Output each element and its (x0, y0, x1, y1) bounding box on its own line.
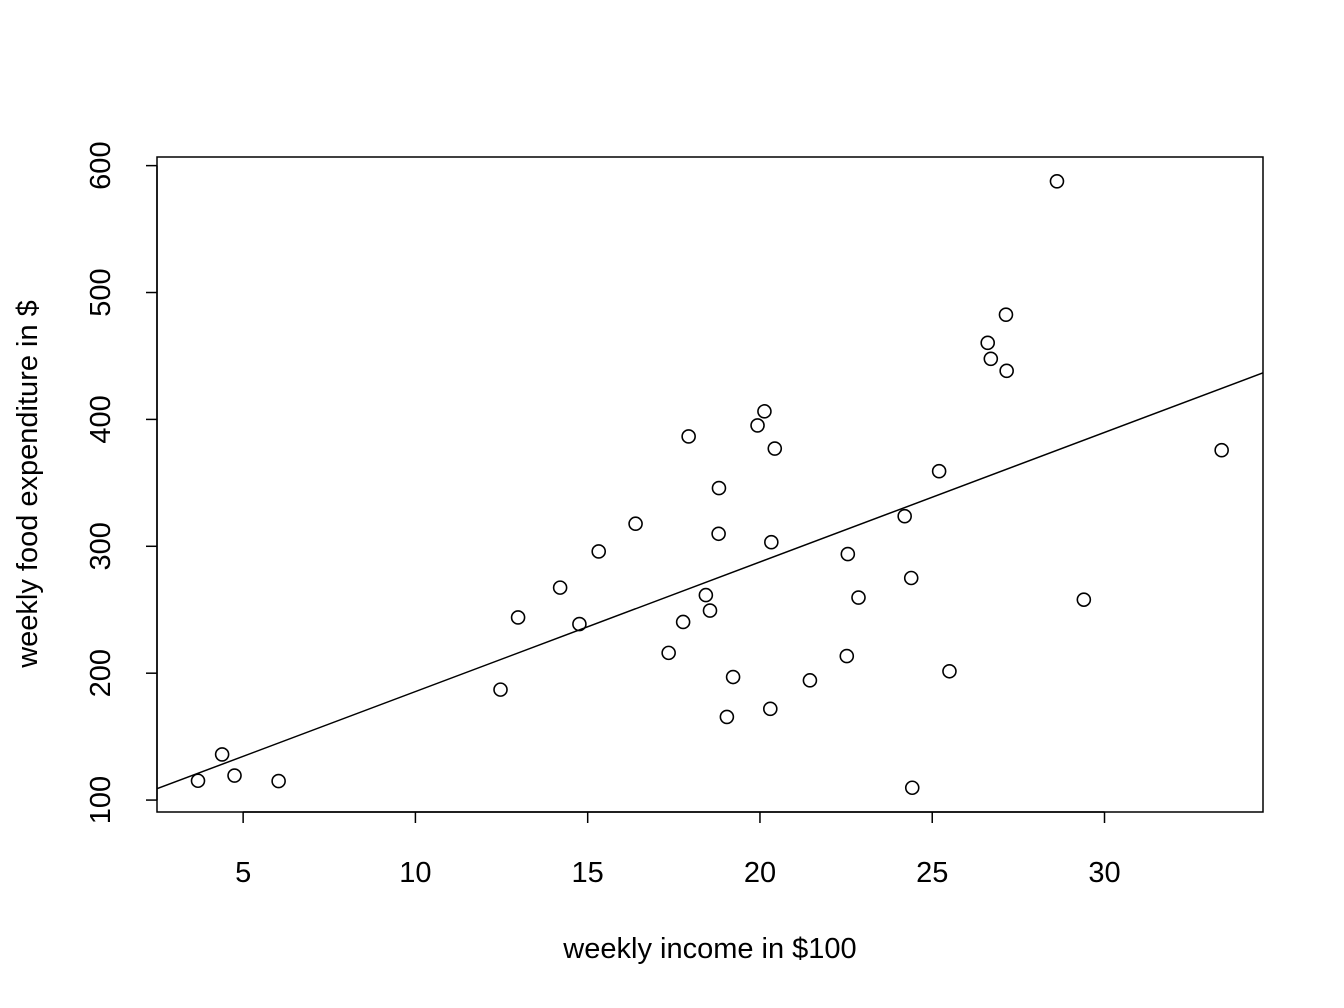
point (903, 570, 919, 586)
y-tick-label: 200 (85, 649, 117, 697)
point (493, 682, 508, 697)
point (1214, 442, 1229, 458)
point (750, 418, 765, 433)
plot-box (156, 156, 1264, 813)
point (711, 526, 726, 542)
y-tick-label: 500 (85, 268, 117, 316)
point (983, 351, 999, 367)
point (510, 610, 526, 625)
point (851, 590, 866, 605)
point (552, 580, 568, 595)
trend-line (157, 372, 1263, 790)
point (757, 404, 772, 419)
point (719, 709, 735, 725)
x-tick-label: 25 (916, 857, 948, 889)
x-tick-label: 10 (399, 857, 431, 889)
point (998, 307, 1014, 322)
x-tick-label: 15 (572, 857, 604, 889)
x-tick-label: 20 (744, 857, 776, 889)
y-axis-label: weekly food expenditure in $ (12, 300, 44, 669)
point (840, 546, 856, 562)
point (711, 480, 727, 496)
y-tick-label: 300 (85, 522, 117, 570)
point (675, 614, 691, 630)
point (702, 603, 718, 618)
y-tick-label: 600 (85, 141, 117, 189)
point (725, 669, 741, 685)
point (190, 773, 206, 789)
point (1049, 173, 1065, 189)
plot-area (157, 173, 1263, 796)
point (661, 645, 676, 661)
point (802, 673, 818, 688)
point (931, 463, 947, 479)
point (897, 508, 912, 524)
x-tick-label: 30 (1088, 857, 1120, 889)
x-tick-label: 5 (235, 857, 251, 889)
point (1076, 592, 1092, 607)
point (767, 441, 783, 456)
point (628, 516, 643, 532)
point (591, 544, 607, 559)
point (980, 335, 996, 351)
point (904, 780, 920, 796)
point (698, 587, 714, 603)
point (227, 768, 242, 783)
point (999, 363, 1014, 379)
point (764, 534, 779, 550)
y-tick-label: 100 (85, 776, 117, 824)
point (762, 701, 778, 717)
point (839, 648, 855, 664)
point (214, 747, 230, 762)
y-tick-label: 400 (85, 395, 117, 443)
point (681, 429, 696, 444)
x-axis-label: weekly income in $100 (562, 933, 856, 965)
point (572, 616, 587, 632)
point (942, 663, 957, 679)
point (271, 773, 286, 789)
